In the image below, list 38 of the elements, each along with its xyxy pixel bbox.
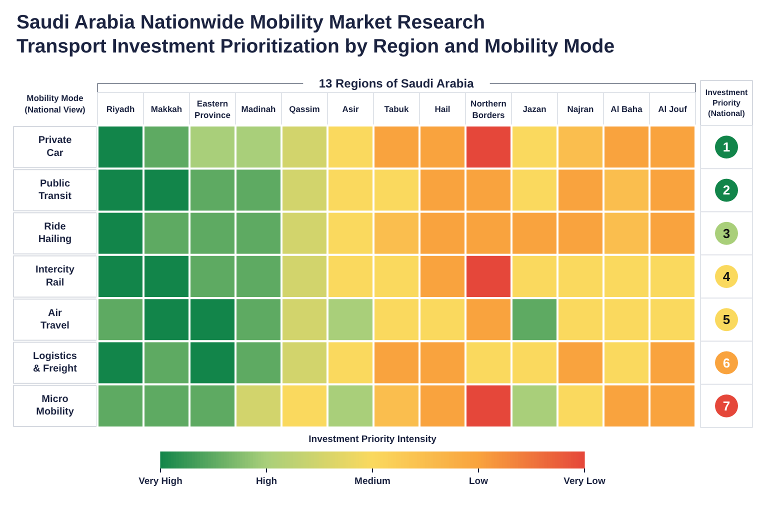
- y-tick-label: Public Transit: [38, 178, 72, 202]
- y2-tick-label: 6: [722, 355, 730, 370]
- y-tick-label: Micro Mobility: [36, 394, 74, 418]
- y-tick-label: Air Travel: [40, 308, 70, 332]
- y2-tick-label: 3: [722, 226, 730, 241]
- x-tick-label: Asir: [342, 104, 360, 114]
- x-tick-label: Al Jouf: [658, 104, 688, 114]
- y-tick-label: Private Car: [38, 135, 72, 159]
- y2-tick-label: 5: [722, 312, 730, 328]
- x-tick-label: Tabuk: [384, 104, 409, 114]
- y2-tick-label: 2: [722, 182, 730, 198]
- x-tick-label: Najran: [567, 104, 594, 114]
- y2-axis-title: Investment Priority (National): [705, 88, 748, 118]
- x-tick-label: Eastern Province: [194, 98, 231, 120]
- x-tick-label: Jazan: [522, 104, 546, 114]
- y2-tick-label: 7: [722, 398, 730, 414]
- x-tick-label: Riyadh: [106, 104, 135, 114]
- color-bar-label: Medium: [354, 476, 390, 487]
- chart-title: Saudi Arabia Nationwide Mobility Market Research: [16, 12, 485, 34]
- x-tick-label: Hail: [434, 104, 450, 114]
- color-bar-title: Investment Priority Intensity: [308, 434, 438, 445]
- color-bar-label: Very Low: [564, 476, 606, 487]
- x-tick-label: Al Baha: [610, 104, 643, 114]
- y2-tick-label: 1: [722, 140, 730, 155]
- y-tick-label: Intercity Rail: [36, 264, 75, 288]
- x-tick-label: Madinah: [241, 104, 276, 114]
- x-tick-label: Qassim: [289, 104, 320, 114]
- color-bar-label: High: [256, 476, 278, 487]
- x-axis-title: 13 Regions of Saudi Arabia: [318, 76, 474, 90]
- x-tick-label: Makkah: [150, 104, 182, 114]
- chart-subtitle: Transport Investment Prioritization by Region and Mobility Mode: [16, 36, 615, 58]
- x-tick-label: Northern Borders: [470, 98, 506, 120]
- y-tick-label: Ride Hailing: [38, 222, 72, 246]
- y-axis-title: Mobility Mode (National View): [24, 92, 86, 114]
- y2-tick-label: 4: [722, 269, 731, 284]
- y-tick-label: Logistics & Freight: [33, 350, 78, 375]
- color-bar-label: Very High: [138, 476, 183, 487]
- color-bar-label: Low: [469, 476, 489, 487]
